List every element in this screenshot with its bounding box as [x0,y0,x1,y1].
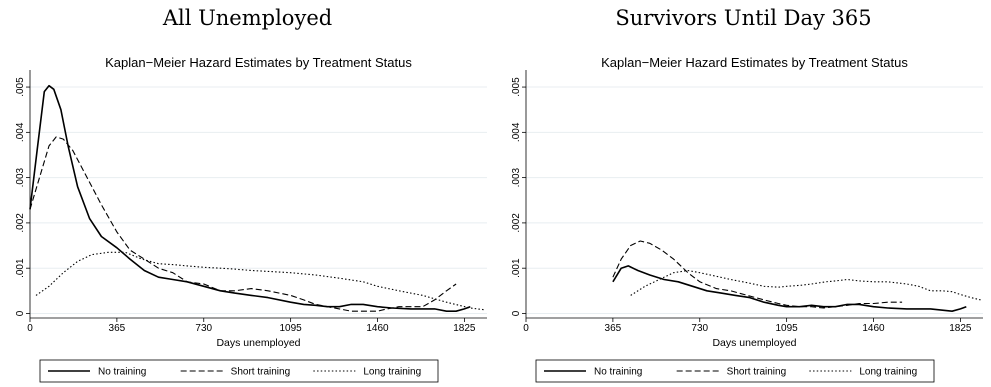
y-tick-label: 0 [511,310,522,316]
y-tick-label: .005 [511,77,522,97]
legend-box [39,359,439,383]
panel-heading: Survivors Until Day 365 [615,6,872,30]
series-line-long-training [630,269,981,301]
legend-label: Short training [231,367,290,378]
y-tick-label: .004 [15,122,26,142]
y-tick-label: .004 [511,122,522,142]
y-tick-label: .001 [511,258,522,278]
x-tick-label: 0 [27,323,33,334]
right-chart: Kaplan−Meier Hazard Estimates by Treatme… [511,55,983,383]
series-line-short-training [29,136,457,312]
x-axis-label: Days unemployed [712,337,796,349]
legend-label: No training [98,367,146,378]
legend-label: Long training [363,367,421,378]
x-tick-label: 1825 [453,323,476,334]
left-chart: Kaplan−Meier Hazard Estimates by Treatme… [15,55,487,383]
x-tick-label: 730 [691,323,708,334]
series-line-no-training [29,84,471,313]
x-tick-label: 365 [109,323,126,334]
y-tick-label: .005 [15,77,26,97]
x-tick-label: 1095 [280,323,303,334]
chart-title: Kaplan−Meier Hazard Estimates by Treatme… [105,55,412,70]
legend-label: Short training [727,367,786,378]
x-axis-label: Days unemployed [216,337,300,349]
y-tick-label: .002 [15,213,26,233]
legend-label: No training [594,367,642,378]
x-tick-label: 730 [195,323,212,334]
series-line-short-training [612,240,903,309]
x-tick-label: 365 [605,323,622,334]
right-panel: Survivors Until Day 365 Kaplan−Meier Haz… [496,0,991,387]
panel-heading: All Unemployed [162,6,333,30]
y-tick-label: 0 [15,310,26,316]
series-line-no-training [612,265,967,313]
x-tick-label: 1825 [949,323,972,334]
y-tick-label: .002 [511,213,522,233]
y-tick-label: .003 [511,167,522,187]
left-panel: All Unemployed Kaplan−Meier Hazard Estim… [0,0,495,387]
chart-title: Kaplan−Meier Hazard Estimates by Treatme… [601,55,908,70]
legend-label: Long training [859,367,917,378]
x-tick-label: 1095 [776,323,799,334]
x-tick-label: 0 [523,323,529,334]
x-tick-label: 1460 [366,323,389,334]
y-tick-label: .003 [15,167,26,187]
series-line-long-training [35,251,485,311]
y-tick-label: .001 [15,258,26,278]
x-tick-label: 1460 [862,323,885,334]
legend-box [535,359,935,383]
